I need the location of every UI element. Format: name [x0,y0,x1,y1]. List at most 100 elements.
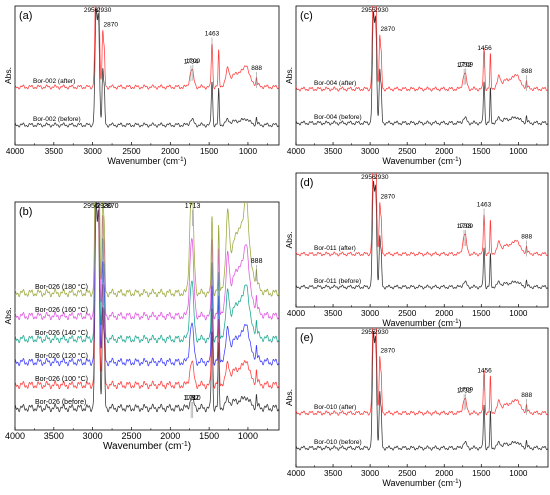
x-axis-label-end: ) [188,441,191,452]
panel-label: (c) [300,10,313,22]
x-axis-label-sup: -1 [453,318,459,325]
series-label: Bor-026 (180 °C) [35,283,88,291]
panel-label: (d) [300,177,313,189]
x-tick-label: 2000 [435,309,454,318]
x-tick-label: 4000 [287,469,306,478]
x-axis-label: Wavenumber (cm-1) [382,156,461,166]
series-label: Bor-026 (100 °C) [35,375,88,383]
series-line [296,180,548,290]
series-label: Bor-004 (before) [314,114,362,121]
y-axis-label: Abs. [3,307,13,324]
plot-frame [295,327,549,468]
x-tick-label: 3500 [324,469,343,478]
x-axis-label-main: Wavenumber (cm [103,441,182,452]
y-axis-label: Abs. [3,67,13,84]
peak-label: 1456 [477,45,492,52]
plot-frame [14,5,280,146]
series-label: Bor-002 (before) [33,116,81,123]
x-axis-label-sup: -1 [453,478,459,485]
series-line [15,202,279,367]
x-axis-label-main: Wavenumber (cm [382,318,453,328]
x-tick-label: 4000 [5,431,25,441]
series-line [15,202,279,390]
peak-label: 888 [521,392,532,399]
peak-label: 1709 [459,61,474,68]
x-tick-label: 2500 [398,147,417,156]
panel-b: (b) Abs. 4000 3500 3000 2500 2000 1500 1000 Waven… [3,201,280,452]
peak-label: 1463 [477,202,492,209]
panel-label: (e) [300,332,313,344]
peak-label: 1734 [184,59,199,66]
series-line [15,202,279,298]
peak-label: 888 [521,233,532,240]
peak-label: 2930 [374,174,389,181]
peak-label: 2870 [381,194,396,201]
x-axis-label-end: ) [459,478,462,488]
x-tick-label: 3500 [324,309,343,318]
peak-label: 888 [251,258,263,265]
series-label: Bor-026 (140 °C) [35,329,88,337]
series-line [15,202,279,413]
x-tick-label: 3000 [84,147,103,156]
x-tick-label: 1500 [472,309,491,318]
peak-label: 2870 [103,203,119,210]
plot-frame [295,5,549,146]
panel-label: (b) [19,206,32,218]
x-tick-label: 2000 [160,431,180,441]
x-tick-label: 2500 [121,431,141,441]
peak-label: 2956 [361,174,376,181]
panel-c: (c) Abs. 4000 3500 3000 2500 2000 1500 1000 Waven… [284,5,549,166]
peak-label: 888 [521,68,532,75]
series-label: Bor-026 (120 °C) [35,352,88,360]
panel-a: (a) Abs. 4000 3500 3000 2500 2000 1500 1000 Waven… [3,5,280,166]
peak-label: 1713 [185,203,201,210]
peak-label: 1732 [457,62,472,69]
x-axis-label-main: Wavenumber (cm [382,156,453,166]
x-tick-label: 1000 [509,309,528,318]
peak-label: 1709 [459,386,474,393]
x-tick-label: 3000 [83,431,103,441]
x-axis-label-sup: -1 [178,156,184,163]
series-line [15,202,279,321]
y-axis-label: Abs. [284,231,294,248]
series-label: Bor-026 (160 °C) [35,306,88,314]
series-label: Bor-004 (after) [314,80,356,87]
panel-d: (d) Abs. 4000 3500 3000 2500 2000 1500 1000 Waven… [284,172,549,328]
x-tick-label: 3000 [361,309,380,318]
x-axis-label-end: ) [459,318,462,328]
peak-label: 2930 [96,203,112,210]
peak-label: 1709 [186,58,201,65]
x-tick-label: 3000 [361,469,380,478]
x-tick-label: 1000 [238,431,258,441]
y-axis-label: Abs. [284,67,294,84]
peak-label: 1463 [205,31,220,38]
x-tick-label: 4000 [6,147,25,156]
series-label: Bor-002 (after) [33,78,75,85]
x-axis-label-main: Wavenumber (cm [382,478,453,488]
x-tick-label: 3500 [44,431,64,441]
peak-label: 2870 [381,26,396,33]
peak-label: 1732 [457,387,472,394]
series-label: Bor-010 (after) [314,404,356,411]
peak-label: 2930 [374,329,389,336]
x-tick-label: 1000 [239,147,258,156]
x-axis-label-end: ) [184,156,187,166]
series-line [296,11,548,126]
x-tick-label: 2500 [122,147,141,156]
x-tick-label: 1000 [509,469,528,478]
peak-label: 2956 [84,7,99,14]
x-tick-label: 2000 [161,147,180,156]
peak-label: 2870 [104,22,119,29]
x-axis-label: Wavenumber (cm-1) [382,478,461,488]
peak-label: 888 [251,65,262,72]
x-tick-label: 3500 [324,147,343,156]
series-line [15,8,279,128]
x-axis-label: Wavenumber (cm-1) [103,441,191,452]
peak-label: 1733 [457,223,472,230]
panel-e: (e) Abs. 4000 3500 3000 2500 2000 1500 1000 Waven… [284,327,549,488]
x-tick-label: 1500 [472,147,491,156]
series-line [296,173,548,257]
x-axis-label: Wavenumber (cm-1) [382,318,461,328]
plot-frame [14,201,280,431]
